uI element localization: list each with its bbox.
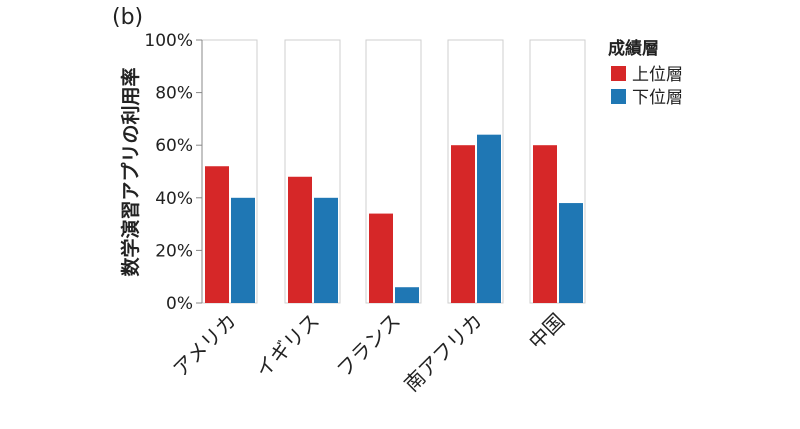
x-tick-label: フランス — [332, 309, 405, 382]
y-axis-label: 数学演習アプリの利用率 — [119, 67, 142, 276]
y-tick-label: 100% — [144, 31, 193, 51]
bar-lower-1 — [314, 197, 338, 303]
chart-panels — [201, 39, 586, 304]
bar-upper-2 — [369, 213, 393, 303]
y-tick-label: 40% — [155, 189, 193, 209]
legend-swatch-0 — [611, 66, 626, 81]
bar-upper-3 — [451, 145, 475, 303]
panel-0 — [201, 39, 258, 304]
x-tick-label: イギリス — [250, 309, 324, 383]
panel-2 — [365, 39, 422, 304]
panel-3 — [447, 39, 504, 304]
bar-upper-0 — [205, 166, 229, 303]
y-tick-label: 60% — [155, 136, 193, 156]
y-tick-label: 0% — [166, 294, 193, 314]
y-tick-label: 80% — [155, 84, 193, 104]
bar-lower-3 — [477, 134, 501, 303]
x-tick-label: 中国 — [524, 309, 569, 354]
bar-lower-0 — [231, 197, 255, 303]
panel-4 — [529, 39, 586, 304]
y-tick-label: 20% — [155, 241, 193, 261]
bar-lower-2 — [395, 287, 419, 303]
panel-1 — [284, 39, 341, 304]
bar-upper-1 — [288, 176, 312, 303]
y-axis: 0% 20% 40% 60% 80% 100% — [144, 31, 203, 314]
bar-upper-4 — [533, 145, 557, 303]
legend-label-1: 下位層 — [632, 88, 683, 108]
panel-label: (b) — [112, 5, 143, 30]
bar-lower-4 — [559, 203, 583, 303]
x-tick-label: アメリカ — [168, 309, 241, 382]
legend-label-0: 上位層 — [632, 65, 683, 85]
legend-title: 成績層 — [608, 38, 659, 59]
legend-swatch-1 — [611, 89, 626, 104]
x-tick-label: 南アフリカ — [399, 309, 487, 397]
